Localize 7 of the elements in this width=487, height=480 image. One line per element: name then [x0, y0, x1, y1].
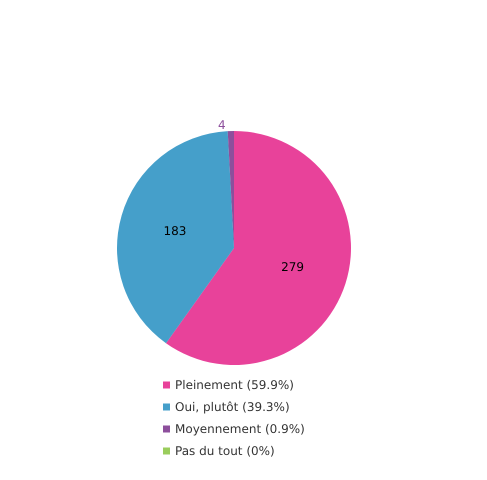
data-label: 183	[163, 224, 186, 238]
legend-label: Pleinement (59.9%)	[175, 378, 294, 392]
legend-label: Moyennement (0.9%)	[175, 422, 305, 436]
legend-label: Oui, plutôt (39.3%)	[175, 400, 290, 414]
data-label: 279	[281, 260, 304, 274]
legend-label: Pas du tout (0%)	[175, 444, 275, 458]
data-label: 4	[218, 118, 226, 132]
